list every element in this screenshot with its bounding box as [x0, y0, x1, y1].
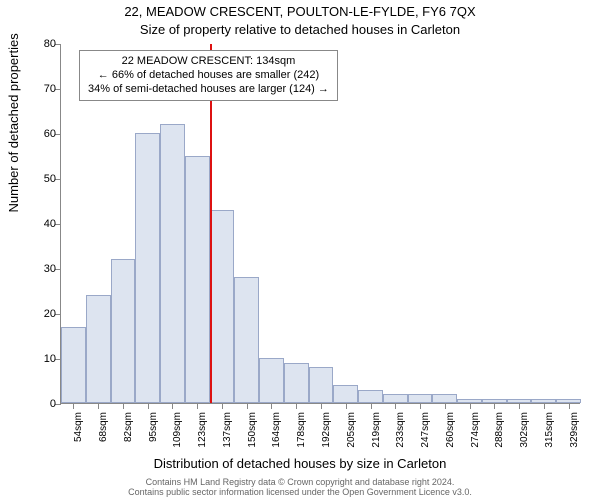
x-tick-label: 192sqm	[321, 412, 332, 448]
x-tick-label: 82sqm	[123, 412, 134, 442]
x-tick	[569, 403, 570, 409]
x-tick-label: 288sqm	[494, 412, 505, 448]
x-tick-label: 123sqm	[197, 412, 208, 448]
x-tick-label: 219sqm	[371, 412, 382, 448]
histogram-bar	[358, 390, 383, 404]
y-tick-label: 30	[44, 263, 56, 275]
histogram-bar	[185, 156, 210, 404]
y-tick-label: 10	[44, 353, 56, 365]
annotation-line: ← 66% of detached houses are smaller (24…	[88, 69, 329, 83]
histogram-bar	[333, 385, 358, 403]
x-tick	[98, 403, 99, 409]
x-tick-label: 260sqm	[445, 412, 456, 448]
x-tick	[321, 403, 322, 409]
page-subtitle: Size of property relative to detached ho…	[0, 22, 600, 37]
y-tick-label: 40	[44, 218, 56, 230]
histogram-bar	[210, 210, 235, 404]
x-tick-label: 247sqm	[420, 412, 431, 448]
histogram-bar	[111, 259, 136, 403]
source-line-1: Contains HM Land Registry data © Crown c…	[146, 477, 455, 487]
x-tick	[346, 403, 347, 409]
x-tick	[544, 403, 545, 409]
histogram-bar	[309, 367, 334, 403]
x-tick	[371, 403, 372, 409]
x-tick-label: 329sqm	[569, 412, 580, 448]
page-title: 22, MEADOW CRESCENT, POULTON-LE-FYLDE, F…	[0, 4, 600, 19]
histogram-bar	[234, 277, 259, 403]
x-tick	[445, 403, 446, 409]
y-tick-label: 0	[50, 398, 56, 410]
x-tick-label: 205sqm	[346, 412, 357, 448]
source-attribution: Contains HM Land Registry data © Crown c…	[0, 478, 600, 498]
x-tick	[271, 403, 272, 409]
x-tick	[222, 403, 223, 409]
x-tick-label: 274sqm	[470, 412, 481, 448]
source-line-2: Contains public sector information licen…	[128, 487, 472, 497]
x-tick	[148, 403, 149, 409]
x-tick-label: 68sqm	[98, 412, 109, 442]
x-tick-label: 109sqm	[172, 412, 183, 448]
x-tick-label: 233sqm	[395, 412, 406, 448]
y-tick-label: 80	[44, 38, 56, 50]
histogram-bar	[408, 394, 433, 403]
y-tick-label: 60	[44, 128, 56, 140]
x-tick	[395, 403, 396, 409]
y-tick-label: 70	[44, 83, 56, 95]
x-tick-label: 54sqm	[73, 412, 84, 442]
x-tick	[172, 403, 173, 409]
annotation-line: 22 MEADOW CRESCENT: 134sqm	[88, 55, 329, 69]
histogram-bar	[135, 133, 160, 403]
x-tick-label: 137sqm	[222, 412, 233, 448]
x-tick-label: 150sqm	[247, 412, 258, 448]
x-tick	[197, 403, 198, 409]
y-tick-label: 50	[44, 173, 56, 185]
histogram-bar	[432, 394, 457, 403]
y-axis-label: Number of detached properties	[6, 33, 21, 212]
x-tick	[494, 403, 495, 409]
x-tick	[470, 403, 471, 409]
histogram-bar	[259, 358, 284, 403]
annotation-line: 34% of semi-detached houses are larger (…	[88, 83, 329, 97]
y-tick-label: 20	[44, 308, 56, 320]
annotation-box: 22 MEADOW CRESCENT: 134sqm← 66% of detac…	[79, 50, 338, 101]
x-tick-label: 164sqm	[271, 412, 282, 448]
histogram-bar	[160, 124, 185, 403]
x-tick-label: 315sqm	[544, 412, 555, 448]
x-tick	[73, 403, 74, 409]
x-tick-label: 302sqm	[519, 412, 530, 448]
histogram-chart: 0102030405060708054sqm68sqm82sqm95sqm109…	[60, 44, 580, 404]
x-tick-label: 178sqm	[296, 412, 307, 448]
histogram-bar	[86, 295, 111, 403]
histogram-bar	[383, 394, 408, 403]
histogram-bar	[284, 363, 309, 404]
histogram-bar	[61, 327, 86, 404]
x-tick	[296, 403, 297, 409]
x-tick	[247, 403, 248, 409]
x-tick	[123, 403, 124, 409]
x-axis-caption: Distribution of detached houses by size …	[0, 456, 600, 471]
x-tick-label: 95sqm	[148, 412, 159, 442]
x-tick	[420, 403, 421, 409]
x-tick	[519, 403, 520, 409]
